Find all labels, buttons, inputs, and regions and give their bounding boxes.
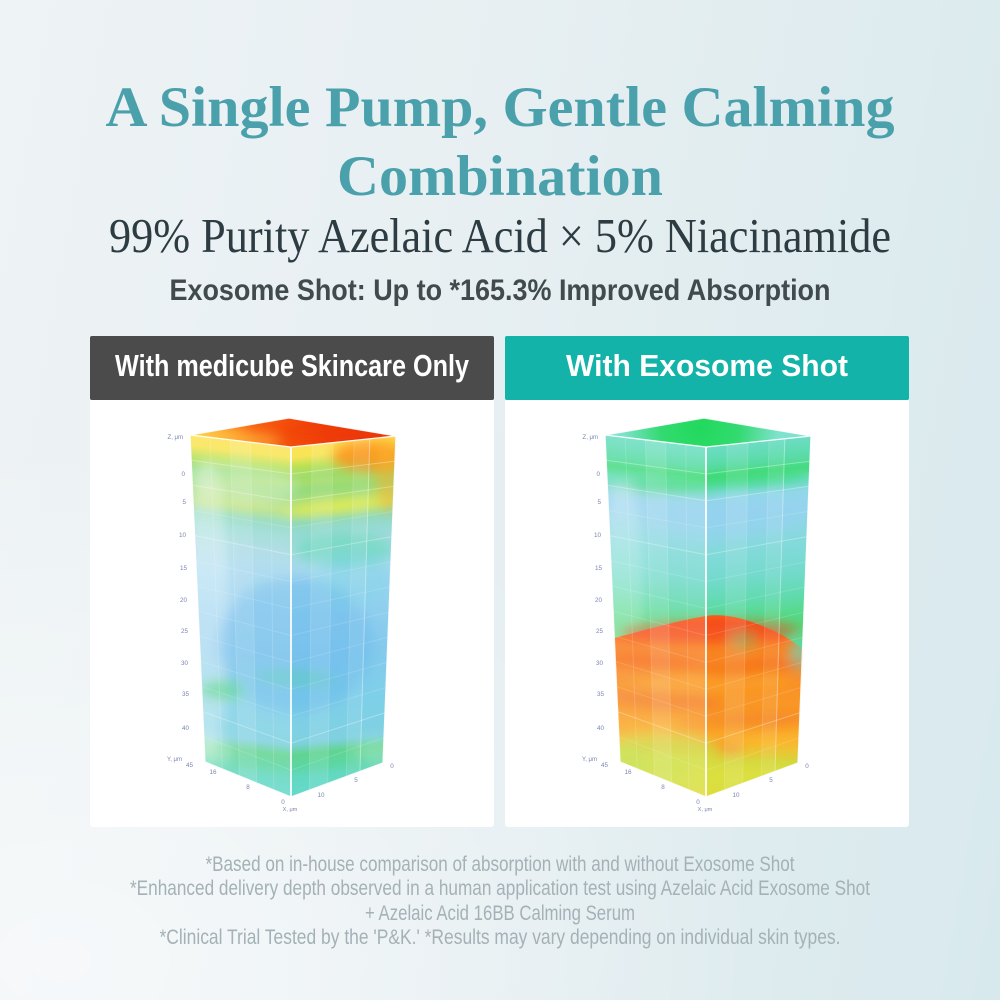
svg-text:25: 25	[181, 628, 189, 635]
svg-text:40: 40	[182, 725, 190, 732]
svg-text:35: 35	[597, 691, 605, 698]
svg-text:16: 16	[209, 769, 217, 776]
svg-text:40: 40	[597, 725, 605, 732]
svg-text:5: 5	[769, 777, 773, 784]
svg-text:0: 0	[181, 471, 185, 478]
svg-text:Y, μm: Y, μm	[167, 757, 182, 763]
svg-text:X, μm: X, μm	[283, 807, 298, 813]
svg-text:0: 0	[596, 471, 600, 478]
svg-text:5: 5	[597, 499, 601, 506]
svg-text:0: 0	[696, 799, 700, 806]
svg-text:0: 0	[390, 763, 394, 770]
svg-text:5: 5	[182, 499, 186, 506]
svg-text:0: 0	[281, 799, 285, 806]
svg-text:10: 10	[317, 792, 325, 799]
svg-text:35: 35	[182, 691, 190, 698]
svg-text:25: 25	[596, 628, 604, 635]
svg-text:8: 8	[661, 784, 665, 791]
svg-text:Z, μm: Z, μm	[168, 435, 183, 441]
svg-text:20: 20	[180, 597, 188, 604]
svg-text:Z, μm: Z, μm	[583, 435, 598, 441]
svg-text:10: 10	[594, 532, 602, 539]
svg-text:15: 15	[595, 565, 603, 572]
svg-text:16: 16	[624, 769, 632, 776]
svg-text:10: 10	[732, 792, 740, 799]
svg-text:X, μm: X, μm	[698, 807, 713, 813]
svg-text:30: 30	[181, 660, 189, 667]
svg-text:30: 30	[596, 660, 604, 667]
svg-text:5: 5	[354, 777, 358, 784]
svg-text:8: 8	[246, 784, 250, 791]
svg-text:Y, μm: Y, μm	[582, 757, 597, 763]
svg-text:20: 20	[595, 597, 603, 604]
svg-text:45: 45	[601, 762, 609, 769]
svg-text:45: 45	[186, 762, 194, 769]
svg-text:15: 15	[180, 565, 188, 572]
svg-text:0: 0	[805, 763, 809, 770]
svg-text:10: 10	[179, 532, 187, 539]
